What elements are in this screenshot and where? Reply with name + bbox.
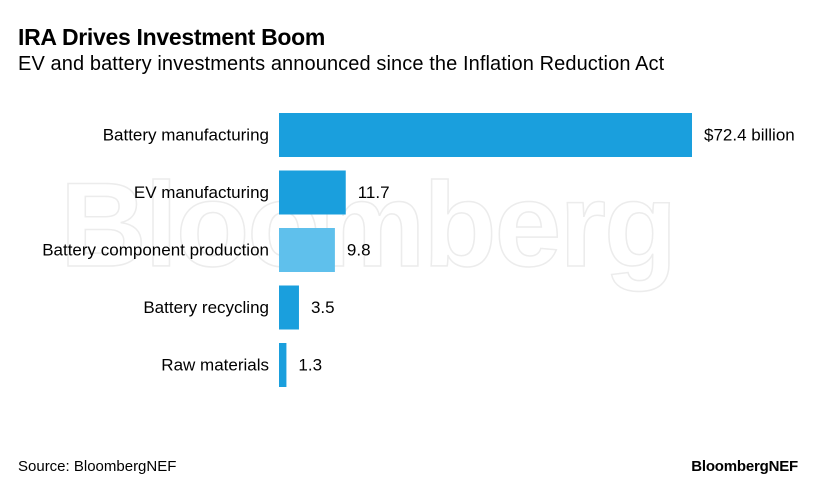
value-label-2: 9.8 [347,241,371,260]
category-label-0: Battery manufacturing [103,126,269,145]
bar-0 [279,113,692,157]
bar-2 [279,228,335,272]
value-label-3: 3.5 [311,298,335,317]
bar-3 [279,285,299,330]
value-label-0: $72.4 billion [704,126,795,145]
category-label-4: Raw materials [161,356,269,375]
bloombergnef-logo: BloombergNEF [691,458,798,475]
category-label-2: Battery component production [42,241,269,260]
bar-4 [279,343,287,387]
bar-1 [279,170,346,215]
chart-subtitle: EV and battery investments announced sin… [18,53,665,75]
value-label-4: 1.3 [298,356,322,375]
value-label-1: 11.7 [358,183,390,202]
category-label-3: Battery recycling [143,298,269,317]
source-note: Source: BloombergNEF [18,458,177,475]
category-label-1: EV manufacturing [134,183,269,202]
chart-title: IRA Drives Investment Boom [18,24,326,50]
